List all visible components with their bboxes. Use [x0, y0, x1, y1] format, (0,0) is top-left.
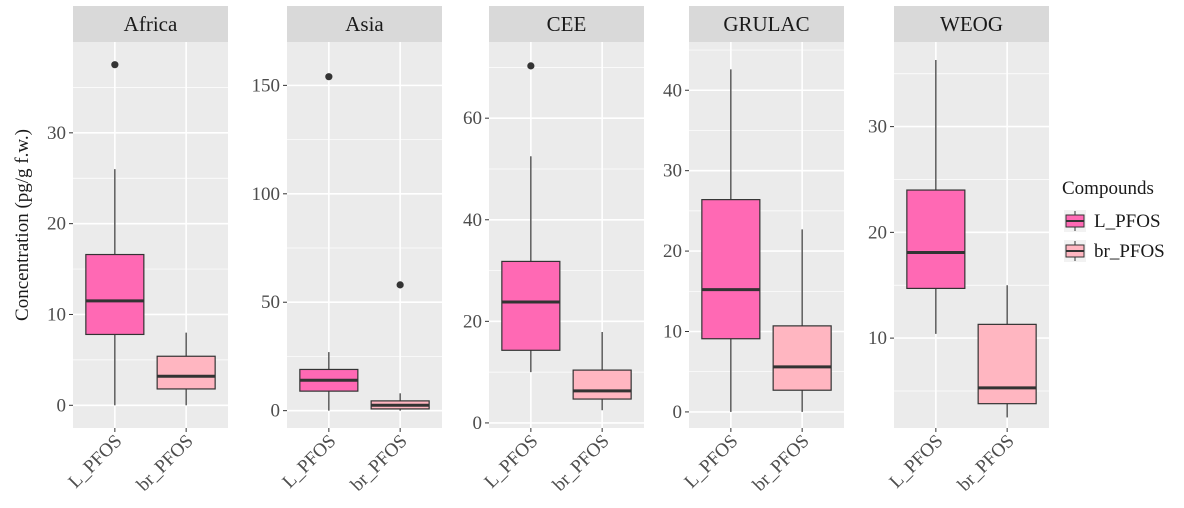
y-tick-label: 50	[261, 292, 280, 313]
facet-grulac: GRULAC 0 10 20 30 40 L_PFOS br_PFOS	[663, 6, 844, 496]
facet-strip-label: Africa	[124, 12, 178, 36]
facet-strip-label: GRULAC	[723, 12, 809, 36]
box-L_PFOS	[85, 61, 145, 406]
y-tick-label: 100	[252, 184, 281, 205]
facet-strip	[287, 6, 442, 42]
legend-item-br_PFOS: br_PFOS	[1064, 240, 1165, 262]
x-tick-label: br_PFOS	[954, 431, 1019, 496]
y-tick-label: 20	[47, 214, 66, 235]
x-tick-label: L_PFOS	[680, 431, 742, 493]
box-iqr	[977, 323, 1037, 405]
facet-strip-label: Asia	[345, 12, 384, 36]
y-tick-label: 30	[663, 161, 682, 182]
legend-title: Compounds	[1062, 178, 1154, 199]
y-tick-label: 60	[463, 108, 482, 129]
y-tick-label: 0	[271, 401, 281, 422]
box-iqr	[501, 260, 561, 351]
x-tick-label: br_PFOS	[347, 431, 412, 496]
box-br_PFOS	[772, 229, 832, 412]
outlier-point	[325, 73, 333, 81]
panel-background	[287, 42, 442, 428]
box-br_PFOS	[977, 285, 1037, 418]
box-br_PFOS	[156, 332, 216, 406]
facet-africa: Africa 0 10 20 30 L_PFOS br_PFOS	[47, 6, 228, 496]
facet-strip	[73, 6, 228, 42]
y-tick-label: 150	[252, 75, 281, 96]
x-tick-label: br_PFOS	[133, 431, 198, 496]
y-axis-label: Concentration (pg/g f.w.)	[12, 129, 33, 321]
x-tick-label: br_PFOS	[549, 431, 614, 496]
box-L_PFOS	[701, 69, 761, 412]
y-tick-label: 0	[57, 395, 67, 416]
facet-cee: CEE 0 20 40 60 L_PFOS br_PFOS	[463, 6, 644, 496]
y-tick-label: 30	[47, 123, 66, 144]
box-iqr	[572, 369, 632, 400]
box-L_PFOS	[906, 59, 966, 334]
y-tick-label: 20	[463, 311, 482, 332]
outlier-point	[396, 281, 404, 289]
y-tick-label: 40	[663, 80, 682, 101]
y-tick-label: 10	[868, 328, 887, 349]
outlier-point	[111, 61, 119, 69]
box-br_PFOS	[572, 332, 632, 411]
y-tick-label: 20	[868, 222, 887, 243]
outlier-point	[527, 62, 535, 70]
box-iqr	[701, 199, 761, 340]
legend-item-L_PFOS: L_PFOS	[1064, 210, 1161, 232]
legend: Compounds L_PFOS br_PFOS	[1062, 178, 1165, 262]
facet-strip-label: WEOG	[940, 12, 1003, 36]
facet-asia: Asia 0 50 100 150 L_PFOS br_PFOS	[252, 6, 442, 496]
x-tick-label: L_PFOS	[480, 431, 542, 493]
x-tick-label: L_PFOS	[64, 431, 126, 493]
facet-weog: WEOG 10 20 30 L_PFOS br_PFOS	[868, 6, 1049, 496]
y-tick-label: 10	[47, 304, 66, 325]
y-tick-label: 0	[673, 402, 683, 423]
legend-label: L_PFOS	[1094, 211, 1161, 232]
y-tick-label: 20	[663, 241, 682, 262]
box-iqr	[772, 325, 832, 391]
box-br_PFOS	[370, 281, 430, 411]
box-L_PFOS	[501, 62, 561, 373]
legend-items: L_PFOS br_PFOS	[1064, 210, 1165, 262]
y-tick-label: 0	[473, 413, 483, 434]
x-tick-label: L_PFOS	[278, 431, 340, 493]
panel-background	[489, 42, 644, 428]
box-iqr	[85, 253, 145, 336]
box-iqr	[906, 189, 966, 290]
facet-strip-label: CEE	[547, 12, 587, 36]
x-tick-label: br_PFOS	[749, 431, 814, 496]
facet-strip	[689, 6, 844, 42]
facet-strip	[894, 6, 1049, 42]
x-tick-label: L_PFOS	[885, 431, 947, 493]
y-tick-label: 30	[868, 117, 887, 138]
box-iqr	[156, 355, 216, 390]
y-tick-label: 10	[663, 322, 682, 343]
y-tick-label: 40	[463, 210, 482, 231]
facet-strip	[489, 6, 644, 42]
legend-label: br_PFOS	[1094, 241, 1165, 262]
box-L_PFOS	[299, 73, 359, 411]
